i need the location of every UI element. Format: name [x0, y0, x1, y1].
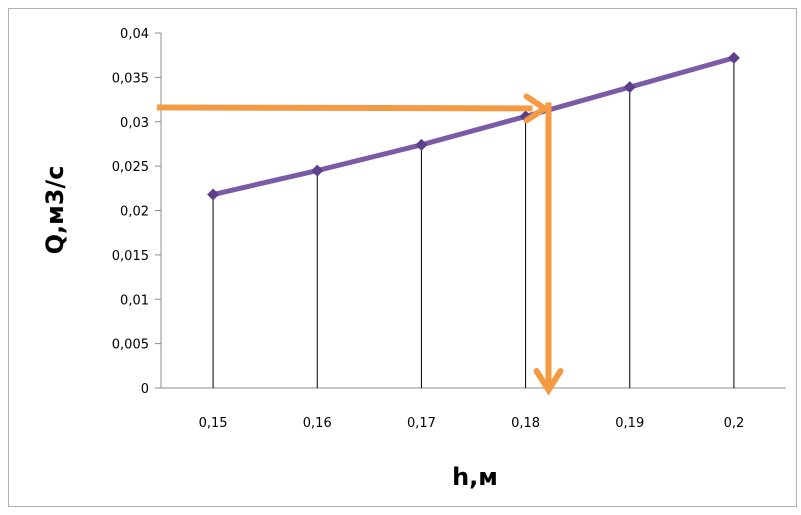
x-axis-title: h,м [452, 463, 498, 491]
y-tick-label: 0,02 [120, 205, 149, 220]
annotation-horizontal-line [156, 104, 533, 112]
x-tick-label: 0,19 [615, 416, 644, 431]
data-point-marker [623, 81, 636, 94]
x-tick-label: 0,17 [407, 416, 436, 431]
data-point-marker [415, 138, 428, 151]
data-point-marker [207, 188, 220, 201]
y-tick-label: 0,035 [112, 71, 149, 86]
chart-frame-border [8, 8, 797, 507]
annotation-arrow-right-head [523, 93, 550, 124]
y-tick-label: 0 [141, 382, 149, 397]
x-tick-label: 0,15 [199, 416, 228, 431]
data-point-marker [727, 51, 740, 64]
x-tick-label: 0,2 [724, 416, 745, 431]
x-tick-label: 0,16 [303, 416, 332, 431]
y-tick-label: 0,025 [112, 160, 149, 175]
plot-area: 0 0,005 0,01 0,015 0,02 0,025 0,03 0,035 0,04 0,1… [112, 27, 786, 431]
y-tick-label: 0,03 [120, 116, 149, 131]
y-tick-label: 0,015 [112, 249, 149, 264]
y-axis-title: Q,м3/с [41, 166, 69, 255]
data-point-marker [311, 164, 324, 177]
series-line [210, 55, 737, 198]
x-tick-label: 0,18 [511, 416, 540, 431]
y-tick-label: 0,01 [120, 293, 149, 308]
y-tick-label: 0,005 [112, 338, 149, 353]
y-tick-label: 0,04 [120, 27, 149, 42]
annotation-arrow-down-head [533, 368, 564, 396]
